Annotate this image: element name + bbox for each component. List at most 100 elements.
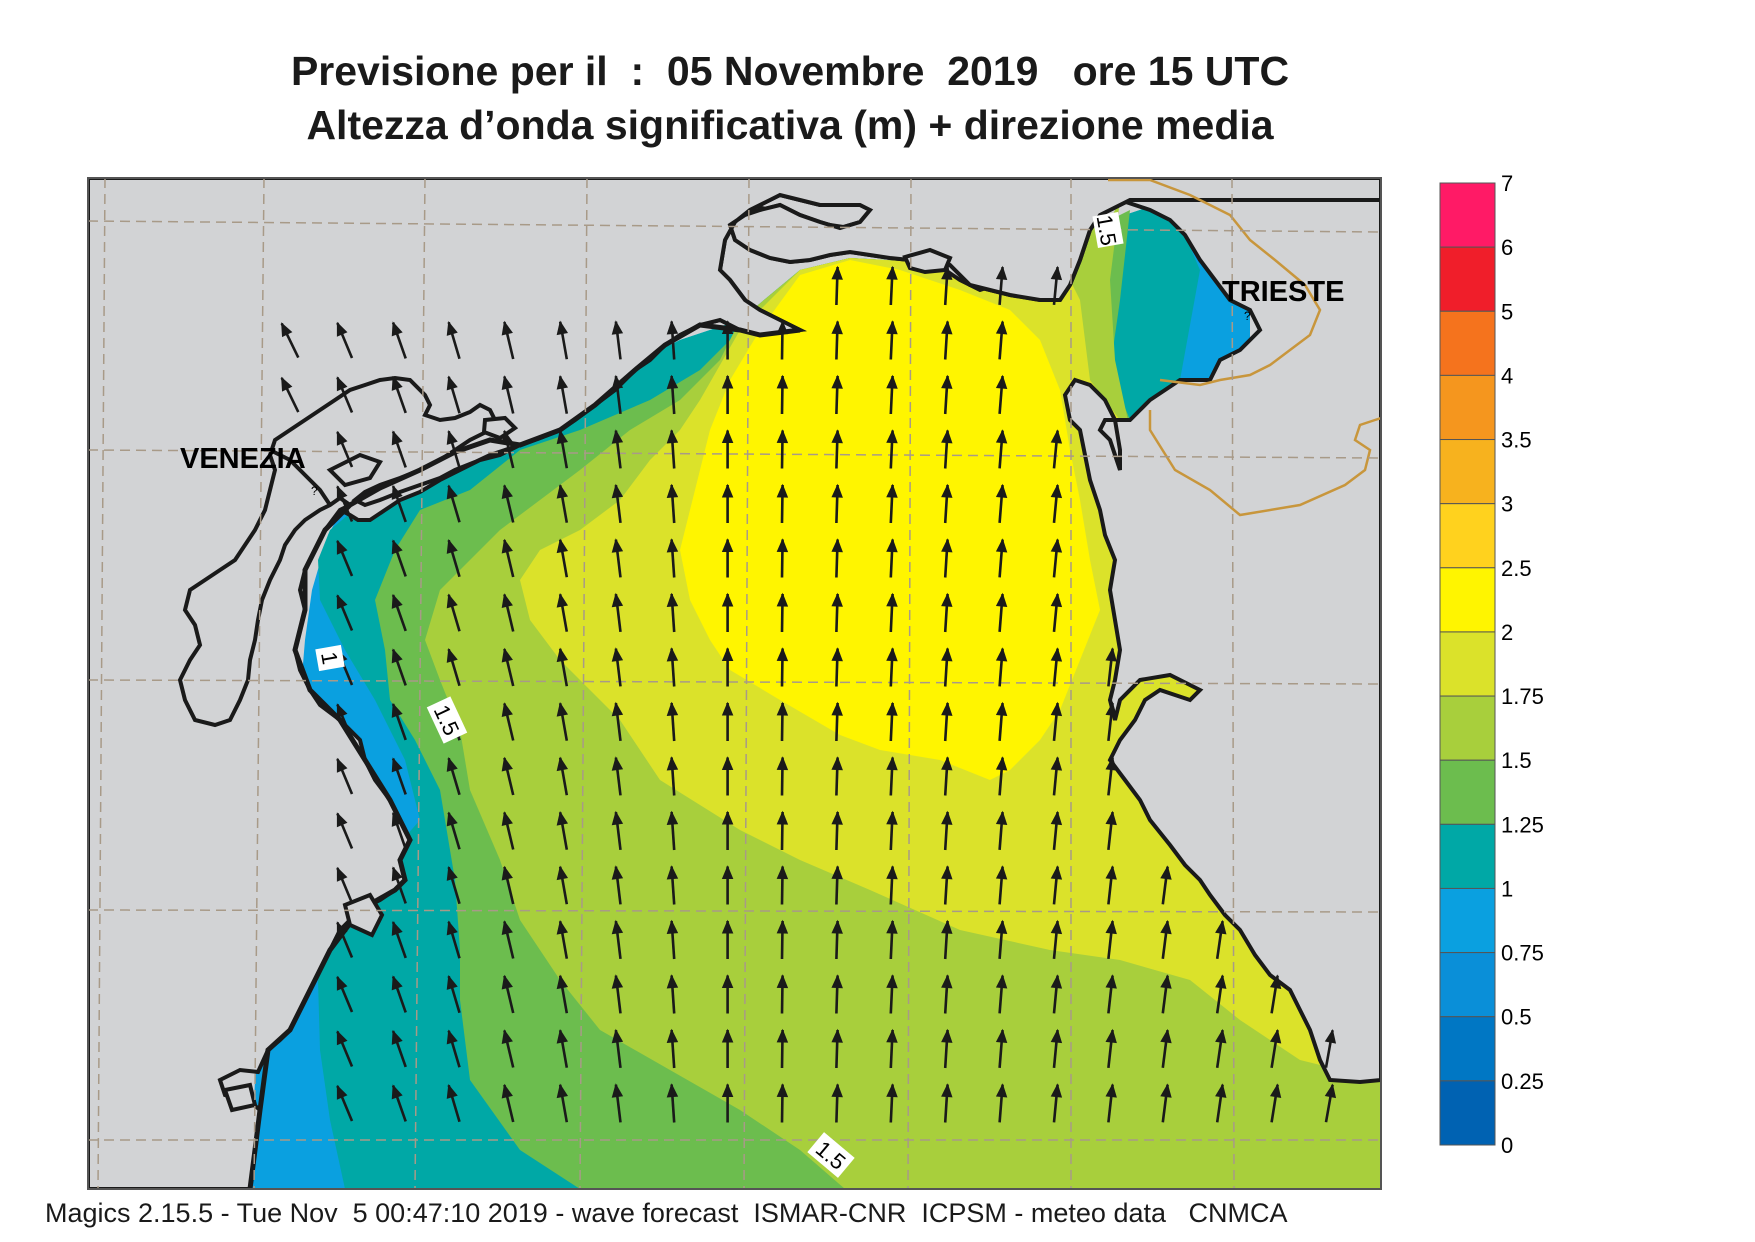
direction-arrow-head — [941, 1083, 953, 1098]
direction-arrow-head — [995, 865, 1008, 880]
direction-arrow-head — [941, 374, 953, 389]
direction-arrow-head — [446, 1029, 458, 1045]
map-frame — [87, 177, 1382, 1190]
direction-arrow-head — [446, 920, 458, 936]
direction-arrow-head — [941, 265, 953, 280]
direction-arrow-head — [556, 702, 569, 717]
direction-arrow-head — [995, 265, 1008, 280]
direction-arrow-head — [995, 374, 1008, 389]
direction-arrow-head — [446, 1084, 458, 1099]
direction-arrow-head — [446, 593, 458, 609]
direction-arrow-head — [776, 429, 789, 444]
direction-arrow-head — [1050, 592, 1063, 608]
wave-direction-arrows — [280, 265, 1337, 1123]
direction-arrow-head — [1050, 701, 1063, 717]
direction-arrow-head — [556, 375, 569, 390]
direction-arrow-head — [1105, 1028, 1117, 1044]
direction-arrow-head — [666, 919, 679, 934]
direction-arrow-head — [831, 701, 843, 716]
direction-arrow-head — [721, 647, 734, 661]
direction-arrow-head — [776, 865, 789, 880]
direction-arrow-head — [721, 320, 734, 334]
direction-arrow-head — [721, 865, 734, 879]
direction-arrow-head — [611, 320, 624, 335]
direction-arrow-head — [391, 321, 403, 337]
direction-arrow-head — [336, 703, 348, 719]
title-line-1: Previsione per il : 05 Novembre 2019 ore… — [290, 48, 1290, 94]
direction-arrow-head — [611, 374, 624, 390]
legend-label: 0.5 — [1501, 1005, 1532, 1030]
direction-arrow-head — [1160, 865, 1172, 880]
direction-arrow-head — [886, 919, 898, 934]
direction-arrow-head — [995, 974, 1008, 989]
legend-label: 1.75 — [1501, 684, 1544, 709]
direction-arrow-head — [391, 430, 403, 446]
direction-arrow-head — [776, 1028, 789, 1043]
direction-arrow-head — [776, 919, 789, 934]
direction-arrow-head — [501, 974, 513, 990]
direction-arrow-head — [776, 538, 789, 553]
direction-arrow-head — [556, 920, 569, 935]
direction-arrow-head — [1050, 265, 1063, 281]
direction-arrow-head — [501, 320, 513, 336]
direction-arrow-head — [995, 919, 1008, 934]
direction-arrow-head — [611, 701, 624, 717]
direction-arrow-head — [336, 975, 348, 991]
direction-arrow-head — [666, 810, 679, 825]
direction-arrow-head — [941, 810, 953, 825]
direction-arrow-head — [611, 974, 624, 989]
direction-arrow-head — [281, 322, 293, 338]
direction-arrow-head — [556, 865, 569, 881]
direction-arrow-head — [721, 592, 734, 607]
direction-arrow-head — [556, 974, 569, 990]
direction-arrow-head — [501, 865, 513, 881]
direction-arrow-head — [1105, 1083, 1117, 1098]
direction-arrow-head — [501, 593, 513, 608]
direction-arrow-head — [556, 484, 569, 499]
direction-arrow-head — [501, 375, 513, 390]
direction-arrow-head — [886, 701, 898, 716]
direction-arrow-head — [336, 866, 348, 882]
direction-arrow-head — [391, 593, 403, 609]
direction-arrow-head — [446, 866, 458, 881]
direction-arrow-head — [336, 430, 348, 446]
direction-arrow-head — [995, 647, 1008, 662]
direction-arrow-head — [941, 974, 953, 989]
city-marker-trieste: ? — [1244, 309, 1251, 323]
legend-label: 2.5 — [1501, 556, 1532, 581]
direction-arrow-head — [886, 483, 898, 498]
city-marker-venezia: ? — [311, 484, 318, 498]
direction-arrow-head — [336, 485, 348, 501]
direction-arrow-head — [941, 919, 953, 934]
direction-arrow-head — [501, 811, 513, 826]
direction-arrow-head — [721, 374, 734, 389]
direction-arrow-head — [611, 865, 624, 880]
direction-arrow-head — [336, 376, 348, 392]
lagoon-island — [222, 1082, 258, 1113]
legend-swatch — [1439, 503, 1496, 569]
direction-arrow-head — [776, 647, 789, 662]
legend-swatch — [1439, 695, 1496, 761]
legend-label: 4 — [1501, 363, 1513, 388]
direction-arrow-head — [501, 429, 513, 445]
direction-arrow-head — [391, 648, 403, 664]
direction-arrow-head — [1050, 1028, 1063, 1044]
legend-swatch — [1439, 246, 1496, 312]
direction-arrow-head — [941, 429, 953, 444]
legend-swatch — [1439, 823, 1496, 889]
direction-arrow-head — [1105, 919, 1117, 935]
direction-arrow-head — [391, 866, 403, 882]
direction-arrow-head — [666, 538, 679, 553]
direction-arrow-head — [336, 812, 348, 828]
direction-arrow-head — [556, 756, 569, 772]
svg-text:1.5: 1.5 — [1092, 213, 1122, 247]
direction-arrow-head — [391, 975, 403, 991]
legend-swatch — [1439, 759, 1496, 825]
direction-arrow-head — [995, 810, 1008, 825]
direction-arrow-head — [666, 1083, 679, 1098]
direction-arrow-head — [721, 1083, 734, 1097]
direction-arrow-head — [831, 865, 843, 880]
direction-arrow-head — [556, 429, 569, 445]
direction-arrow-head — [1215, 1028, 1227, 1044]
direction-arrow-head — [611, 483, 624, 499]
